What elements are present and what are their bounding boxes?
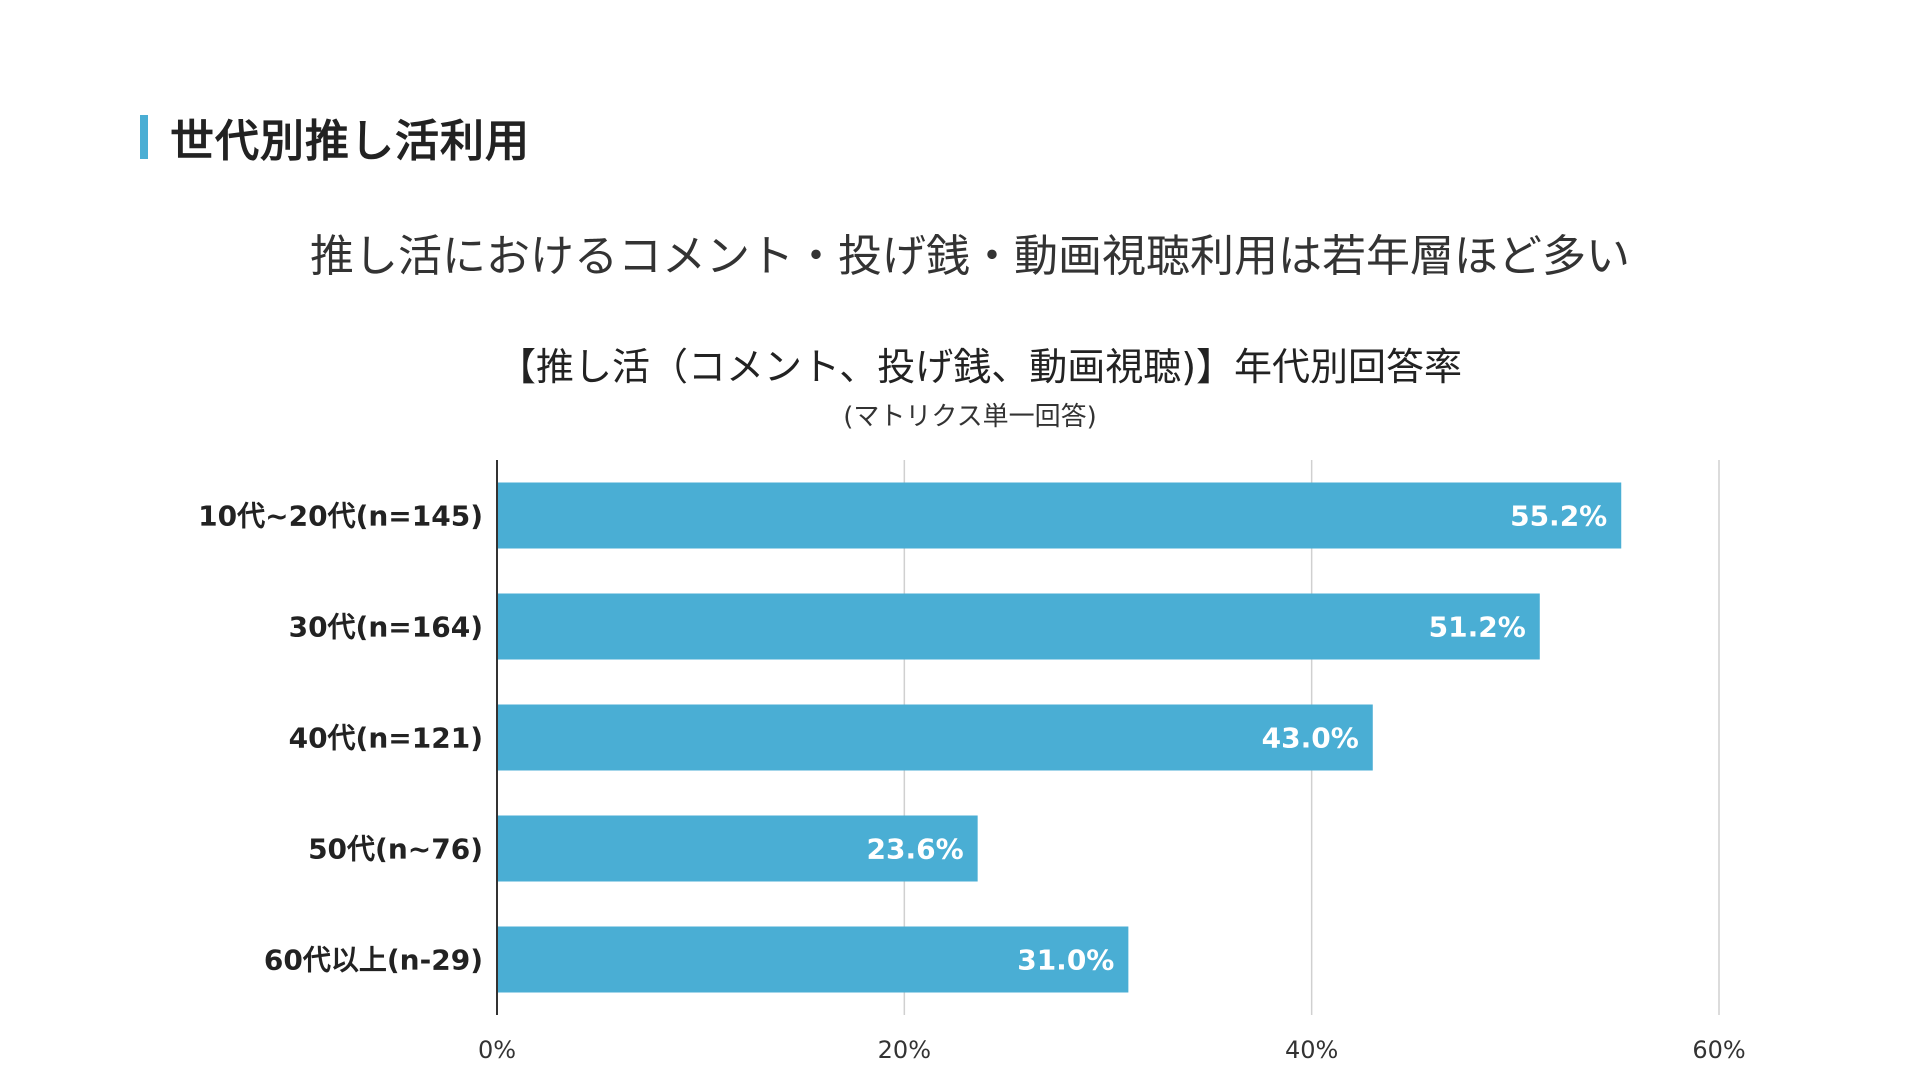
bar: [497, 704, 1373, 771]
heading-accent-bar: [140, 115, 148, 159]
category-label: 10代~20代(n=145): [198, 500, 483, 533]
bar: [497, 815, 978, 882]
bar-value-label: 43.0%: [1262, 722, 1359, 755]
labels: 0% 20% 40% 60% 55.2% 10代~20代(n=145) 51.2% 30代(n…: [198, 500, 1746, 1065]
bar-value-label: 23.6%: [867, 833, 964, 866]
section-title: 世代別推し活利用: [170, 116, 530, 167]
x-tick-label: 0%: [478, 1036, 516, 1064]
slide-subtitle: 推し活におけるコメント・投げ銭・動画視聴利用は若年層ほど多い: [310, 231, 1630, 282]
bar-value-label: 55.2%: [1510, 500, 1607, 533]
bar: [497, 926, 1129, 993]
bar: [497, 482, 1622, 549]
category-label: 50代(n~76): [308, 833, 483, 866]
bars: [497, 482, 1622, 993]
category-label: 60代以上(n-29): [264, 944, 483, 977]
bar: [497, 593, 1540, 660]
category-label: 30代(n=164): [289, 611, 483, 644]
x-tick-label: 60%: [1692, 1036, 1745, 1064]
chart-title: 【推し活（コメント、投げ銭、動画視聴)】年代別回答率: [498, 345, 1462, 389]
bar-value-label: 51.2%: [1429, 611, 1526, 644]
category-label: 40代(n=121): [289, 722, 483, 755]
bar-value-label: 31.0%: [1017, 944, 1114, 977]
chart-subtitle: (マトリクス単一回答): [843, 402, 1097, 432]
x-tick-label: 20%: [878, 1036, 931, 1064]
section-heading: 世代別推し活利用: [140, 112, 530, 167]
x-tick-label: 40%: [1285, 1036, 1338, 1064]
